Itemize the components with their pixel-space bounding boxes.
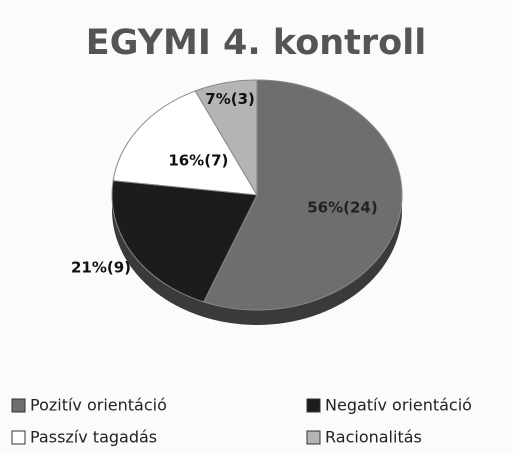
chart-title: EGYMI 4. kontroll	[86, 23, 426, 63]
data-labels: 56%(24) 21%(9) 16%(7) 7%(3)	[71, 90, 378, 277]
legend-label: Racionalitás	[325, 428, 422, 447]
legend-label: Passzív tagadás	[30, 428, 157, 447]
pie-slice	[112, 90, 258, 196]
pie-slice	[202, 79, 403, 311]
legend-label: Negatív orientáció	[325, 396, 472, 415]
data-label: 7%(3)	[205, 90, 255, 108]
legend: Pozitív orientáció Negatív orientáció Pass…	[11, 396, 472, 447]
legend-swatch	[11, 398, 26, 413]
pie	[111, 79, 403, 311]
data-label: 16%(7)	[168, 152, 228, 170]
legend-swatch	[306, 430, 321, 445]
pie-slice	[111, 180, 258, 303]
legend-label: Pozitív orientáció	[30, 396, 167, 415]
data-label: 56%(24)	[307, 198, 378, 216]
data-label: 21%(9)	[71, 259, 131, 277]
legend-swatch	[306, 398, 321, 413]
legend-swatch	[11, 430, 26, 445]
pie-slice	[194, 79, 258, 197]
